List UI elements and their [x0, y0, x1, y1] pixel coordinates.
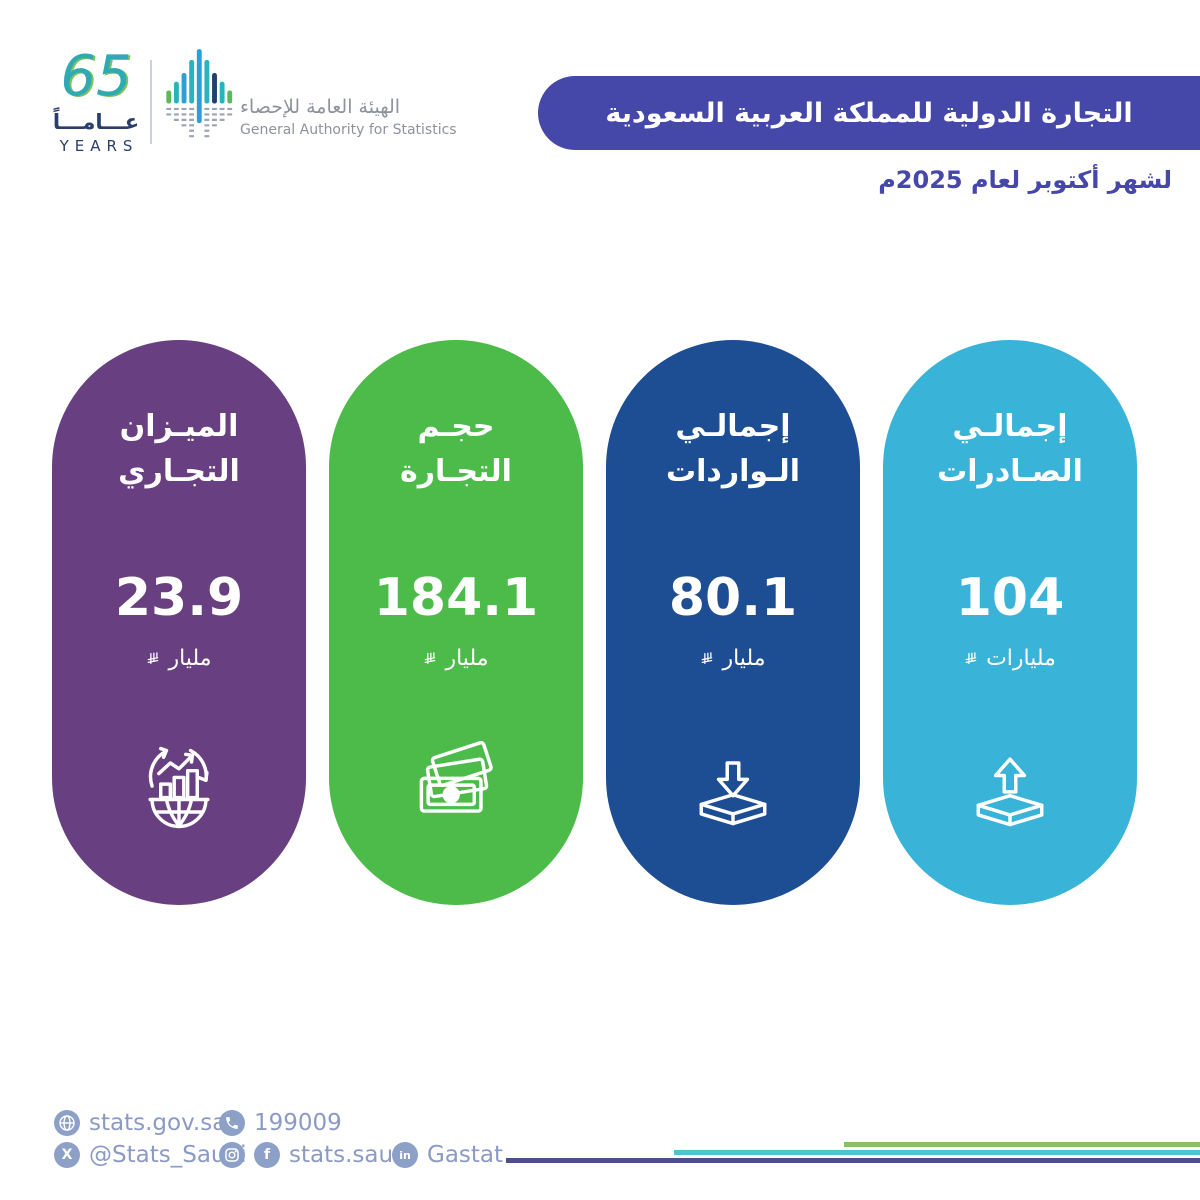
- 65-years-logo: 65 عـــامـــاً YEARS: [50, 44, 142, 156]
- footer-stripe-purple: [506, 1158, 1200, 1163]
- linkedin-label: Gastat: [427, 1142, 504, 1168]
- gastat-logo-icon: [166, 49, 233, 139]
- saudi-riyal-symbol-icon: [965, 652, 977, 665]
- card-value: 184.1: [373, 568, 539, 628]
- export-box-icon: [883, 738, 1137, 838]
- phone-label: 199009: [254, 1110, 342, 1136]
- website-label: stats.gov.sa: [89, 1110, 227, 1136]
- phone-icon: [219, 1110, 245, 1136]
- gastat-logo-mark: [162, 46, 236, 152]
- globe-icon: [54, 1110, 80, 1136]
- x-icon: X: [54, 1142, 80, 1168]
- kpi-card-trade-volume: حجـم التجـارة 184.1 مليار: [329, 340, 583, 905]
- 65-number: 65: [60, 44, 132, 109]
- banknotes-icon: [329, 738, 583, 838]
- title-banner: التجارة الدولية للمملكة العربية السعودية: [538, 76, 1200, 150]
- footer-stripe-green: [844, 1142, 1200, 1147]
- page-title: التجارة الدولية للمملكة العربية السعودية: [605, 97, 1133, 129]
- kpi-card-total-imports: إجمالـي الـواردات 80.1 مليار: [606, 340, 860, 905]
- facebook-icon: f: [254, 1142, 280, 1168]
- card-title: الميـزان التجـاري: [118, 409, 240, 489]
- card-unit: مليار: [606, 646, 860, 671]
- report-period: لشهر أكتوبر لعام 2025م: [878, 166, 1172, 194]
- x-twitter-link[interactable]: X @Stats_Saudi: [54, 1142, 246, 1168]
- card-unit: مليار: [329, 646, 583, 671]
- linkedin-icon: in: [392, 1142, 418, 1168]
- card-title: إجمالـي الـواردات: [666, 409, 800, 489]
- saudi-riyal-symbol-icon: [702, 652, 713, 665]
- linkedin-link[interactable]: in Gastat: [392, 1142, 503, 1168]
- card-value: 80.1: [668, 568, 798, 628]
- card-title: حجـم التجـارة: [400, 409, 512, 489]
- header-divider: [150, 60, 152, 144]
- website-link[interactable]: stats.gov.sa: [54, 1110, 226, 1136]
- saudi-riyal-symbol-icon: [148, 652, 159, 665]
- authority-name-english: General Authority for Statistics: [240, 122, 457, 138]
- instagram-facebook-link[interactable]: f stats.saudi: [219, 1142, 414, 1168]
- instagram-icon: [219, 1142, 245, 1168]
- globe-growth-icon: [52, 738, 306, 838]
- card-unit: مليارات: [883, 646, 1137, 671]
- card-value: 23.9: [114, 568, 244, 628]
- kpi-card-trade-balance: الميـزان التجـاري 23.9 مليار: [52, 340, 306, 905]
- 65-arabic-label: عـــامـــاً: [52, 110, 140, 134]
- authority-name-arabic: الهيئة العامة للإحصاء: [240, 96, 401, 118]
- 65-english-label: YEARS: [59, 137, 139, 155]
- kpi-card-total-exports: إجمالـي الصـادرات 104 مليارات: [883, 340, 1137, 905]
- footer-stripe-cyan: [674, 1150, 1200, 1155]
- saudi-riyal-symbol-icon: [425, 652, 436, 665]
- gastat-authority-name: الهيئة العامة للإحصاء General Authority …: [240, 94, 460, 140]
- card-value: 104: [955, 568, 1065, 628]
- card-unit: مليار: [52, 646, 306, 671]
- import-box-icon: [606, 738, 860, 838]
- phone-contact[interactable]: 199009: [219, 1110, 342, 1136]
- card-title: إجمالـي الصـادرات: [937, 409, 1083, 489]
